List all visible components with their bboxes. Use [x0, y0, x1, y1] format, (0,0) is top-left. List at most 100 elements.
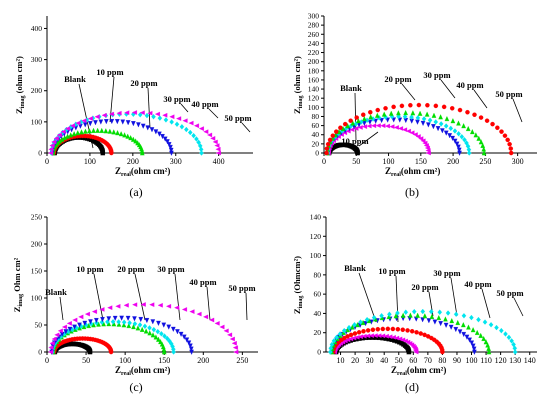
series-annotation-label: 20 ppm: [117, 264, 144, 274]
data-point: [123, 302, 129, 308]
data-point: [165, 303, 172, 309]
data-point: [124, 110, 130, 116]
x-tick-label: 300: [512, 157, 524, 166]
data-point: [78, 314, 84, 320]
x-axis-label-unit: (ohm cm²): [131, 365, 170, 375]
data-point: [116, 319, 121, 325]
series-annotation-label: 20 ppm: [384, 74, 411, 84]
y-tick-label: 0: [317, 348, 321, 357]
data-point: [69, 123, 76, 129]
y-tick-label: 100: [308, 103, 320, 112]
data-point: [94, 114, 100, 120]
data-point: [452, 128, 458, 134]
data-point: [214, 143, 220, 148]
series-annotation-label: 30 ppm: [163, 94, 190, 104]
series-30-ppm: 30 ppm: [325, 70, 472, 156]
data-point: [66, 321, 72, 326]
data-point: [223, 328, 229, 334]
data-point: [103, 119, 109, 125]
data-point: [456, 120, 461, 126]
data-point: [88, 319, 93, 325]
data-point: [481, 335, 487, 342]
y-tick-label: 160: [308, 75, 320, 84]
y-tick-label: 180: [308, 66, 320, 75]
y-tick-label: 100: [31, 294, 43, 303]
data-point: [478, 115, 484, 120]
series-annotation-label: 50 ppm: [495, 89, 522, 99]
data-point: [431, 112, 437, 118]
data-point: [412, 132, 418, 137]
data-point: [48, 349, 54, 355]
x-axis-label-unit: (ohm cm²): [401, 166, 440, 176]
annotation-leader-line: [206, 286, 211, 321]
data-point: [469, 340, 475, 346]
x-tick-label: 40: [380, 356, 388, 365]
data-point: [409, 329, 415, 334]
data-point: [114, 119, 120, 125]
data-point: [128, 135, 133, 141]
data-point: [361, 124, 368, 129]
data-point: [147, 325, 152, 331]
data-point: [420, 120, 426, 127]
data-point: [125, 133, 131, 139]
data-point: [334, 129, 339, 134]
data-point: [116, 110, 122, 116]
data-point: [132, 321, 138, 327]
data-point: [188, 346, 194, 352]
x-tick-label: 100: [383, 157, 395, 166]
y-axis-label-subscript: imag: [18, 294, 24, 307]
data-point: [48, 345, 54, 350]
panel-label: (c): [129, 380, 142, 394]
data-point: [471, 346, 477, 352]
data-point: [411, 308, 417, 315]
data-point: [188, 343, 193, 349]
data-point: [509, 338, 514, 344]
data-point: [472, 112, 477, 117]
annotation-leader-line: [93, 273, 104, 321]
data-point: [149, 127, 155, 133]
data-point: [178, 331, 184, 337]
data-point: [171, 349, 176, 355]
data-point: [512, 349, 518, 355]
data-point: [368, 109, 373, 115]
data-point: [457, 329, 463, 335]
data-point: [166, 142, 172, 148]
y-axis-label: Zimag (Ohmcm²): [292, 256, 304, 314]
data-point: [385, 117, 390, 123]
series-annotation-label: 10 ppm: [76, 264, 103, 274]
data-point: [381, 111, 387, 117]
y-tick-label: 140: [310, 213, 322, 222]
data-point: [227, 332, 233, 338]
data-point: [342, 121, 348, 127]
data-point: [210, 136, 216, 141]
data-point: [414, 330, 419, 335]
data-point: [356, 330, 362, 335]
data-point: [379, 313, 384, 319]
data-point: [168, 144, 173, 151]
y-tick-label: 40: [312, 130, 320, 139]
data-point: [415, 115, 421, 121]
data-point: [126, 322, 132, 329]
data-point: [375, 123, 381, 128]
data-point: [107, 305, 113, 311]
data-point: [182, 118, 188, 124]
data-point: [402, 127, 408, 133]
y-axis-label: Zimag (ohm cm²): [14, 56, 26, 114]
x-axis-label-unit: (ohm cm²): [407, 365, 446, 375]
data-point: [395, 327, 401, 332]
data-point: [198, 126, 204, 131]
series-40-ppm: 40 ppm: [324, 80, 488, 156]
y-tick-label: 20: [312, 139, 320, 148]
data-point: [189, 309, 195, 314]
data-point: [415, 312, 420, 318]
chart-panel-c: 0 50 100 150 200 250 0 50 100 150 200 250 Zreal(ohm …: [12, 213, 258, 394]
data-point: [427, 117, 433, 124]
series-annotation-label: 10 ppm: [96, 67, 123, 77]
data-point: [108, 349, 114, 355]
data-point: [108, 111, 115, 117]
x-tick-label: 0: [322, 157, 326, 166]
data-point: [450, 118, 456, 124]
data-point: [325, 141, 331, 147]
y-tick-labels: 0 50 100 150 200 250: [31, 213, 47, 357]
data-point: [209, 317, 215, 323]
